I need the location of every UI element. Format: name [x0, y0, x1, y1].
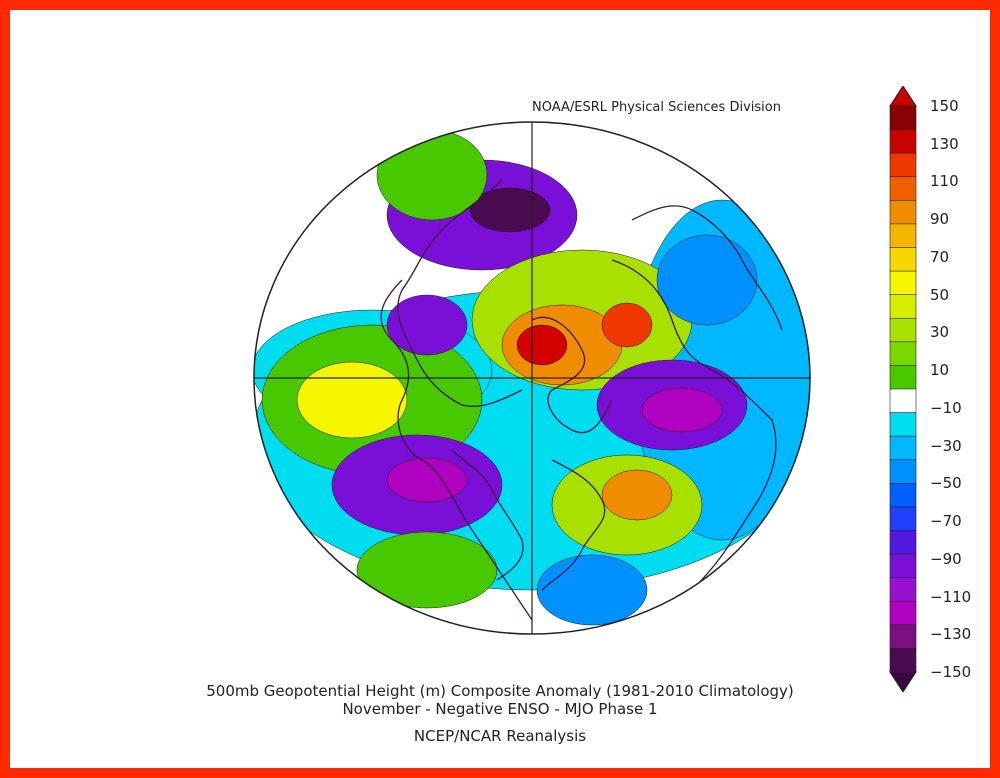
- colorbar-label: 50: [930, 285, 950, 304]
- colorbar-swatch: [889, 553, 917, 579]
- colorbar-swatch: [889, 365, 917, 390]
- colorbar-label: −150: [930, 663, 972, 681]
- colorbar-label: −30: [930, 436, 962, 455]
- map-boundary: [253, 121, 811, 635]
- colorbar-label: 30: [930, 323, 950, 342]
- colorbar-label: 90: [930, 210, 950, 229]
- colorbar-label: −110: [930, 587, 972, 606]
- colorbar-swatch: [889, 483, 917, 508]
- colorbar-swatch: [889, 459, 917, 485]
- anomaly-contour: [356, 531, 498, 609]
- colorbar-label: 150: [930, 97, 959, 115]
- colorbar-swatch: [889, 176, 917, 202]
- colorbar-extend-top: [889, 86, 917, 107]
- colorbar-swatch: [889, 648, 917, 673]
- colorbar-swatch: [889, 412, 917, 437]
- anomaly-contour: [469, 187, 551, 233]
- coastline: [541, 459, 606, 591]
- coastline: [451, 449, 524, 581]
- colorbar-swatch: [889, 270, 917, 296]
- colorbar-label: −70: [930, 512, 962, 531]
- colorbar-label: −90: [930, 549, 962, 568]
- colorbar-swatch: [889, 223, 917, 249]
- colorbar-swatch: [889, 247, 917, 272]
- anomaly-contour: [516, 324, 568, 366]
- anomaly-contour: [656, 234, 758, 326]
- anomaly-contour: [536, 554, 648, 626]
- dataset-label: NCEP/NCAR Reanalysis: [413, 727, 587, 745]
- colorbar-label: −10: [930, 398, 962, 417]
- map-subtitle: November - Negative ENSO - MJO Phase 1: [342, 700, 658, 718]
- colorbar-label: 10: [930, 361, 950, 380]
- anomaly-contour: [601, 469, 673, 521]
- anomaly-contour: [641, 387, 723, 433]
- colorbar-swatch: [889, 129, 917, 154]
- colorbar-swatch: [889, 600, 917, 626]
- colorbar-swatch: [889, 341, 917, 367]
- coastline: [397, 179, 523, 407]
- colorbar-label: 130: [930, 134, 959, 153]
- polar-anomaly-map: [253, 121, 811, 635]
- colorbar-swatch: [889, 624, 917, 650]
- colorbar-swatch: [889, 530, 917, 555]
- colorbar-swatch: [889, 200, 917, 225]
- colorbar-swatch: [889, 577, 917, 603]
- anomaly-contour: [601, 302, 653, 348]
- coastline: [380, 279, 533, 621]
- colorbar-swatch: [889, 294, 917, 320]
- colorbar: [889, 86, 917, 692]
- coastline: [611, 259, 777, 591]
- colorbar-swatch: [889, 506, 917, 532]
- colorbar-swatch: [889, 317, 917, 343]
- colorbar-label: −130: [930, 625, 972, 644]
- anomaly-contour: [296, 361, 408, 439]
- colorbar-swatch: [889, 388, 917, 414]
- map-title: 500mb Geopotential Height (m) Composite …: [206, 682, 794, 700]
- colorbar-label: 70: [930, 247, 950, 266]
- colorbar-label: −50: [930, 474, 962, 493]
- colorbar-swatch: [889, 435, 917, 461]
- anomaly-contour: [386, 294, 468, 356]
- colorbar-swatch: [889, 152, 917, 178]
- credit-label: NOAA/ESRL Physical Sciences Division: [532, 100, 781, 115]
- coastline: [631, 205, 783, 331]
- coastline: [531, 316, 613, 434]
- anomaly-contour: [386, 457, 468, 503]
- colorbar-label: 110: [930, 172, 959, 191]
- colorbar-swatch: [889, 105, 917, 131]
